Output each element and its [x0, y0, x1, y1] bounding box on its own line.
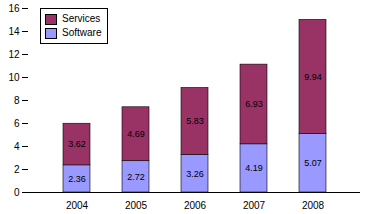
svg-text:2004: 2004: [66, 200, 89, 211]
svg-text:4: 4: [14, 141, 20, 152]
svg-text:16: 16: [8, 3, 20, 14]
svg-text:12: 12: [8, 49, 20, 60]
svg-text:8: 8: [14, 95, 20, 106]
svg-text:2.36: 2.36: [68, 174, 86, 184]
svg-text:5.83: 5.83: [186, 116, 204, 126]
svg-text:3.26: 3.26: [186, 169, 204, 179]
svg-text:2005: 2005: [125, 200, 148, 211]
svg-text:2.72: 2.72: [127, 172, 145, 182]
html-text:Software: Software: [62, 27, 102, 38]
svg-text:9.94: 9.94: [304, 72, 322, 82]
svg-text:3.62: 3.62: [68, 139, 86, 149]
svg-text:0: 0: [14, 187, 20, 198]
svg-text:4.69: 4.69: [127, 129, 145, 139]
svg-text:10: 10: [8, 72, 20, 83]
svg-text:2007: 2007: [243, 200, 266, 211]
svg-text:6: 6: [14, 118, 20, 129]
svg-text:14: 14: [8, 26, 20, 37]
svg-text:2: 2: [14, 164, 20, 175]
svg-text:4.19: 4.19: [245, 163, 263, 173]
svg-text:2008: 2008: [302, 200, 325, 211]
html-text:Services: Services: [62, 13, 101, 24]
svg-text:2006: 2006: [184, 200, 207, 211]
svg-text:5.07: 5.07: [304, 158, 322, 168]
svg-text:6.93: 6.93: [245, 99, 263, 109]
